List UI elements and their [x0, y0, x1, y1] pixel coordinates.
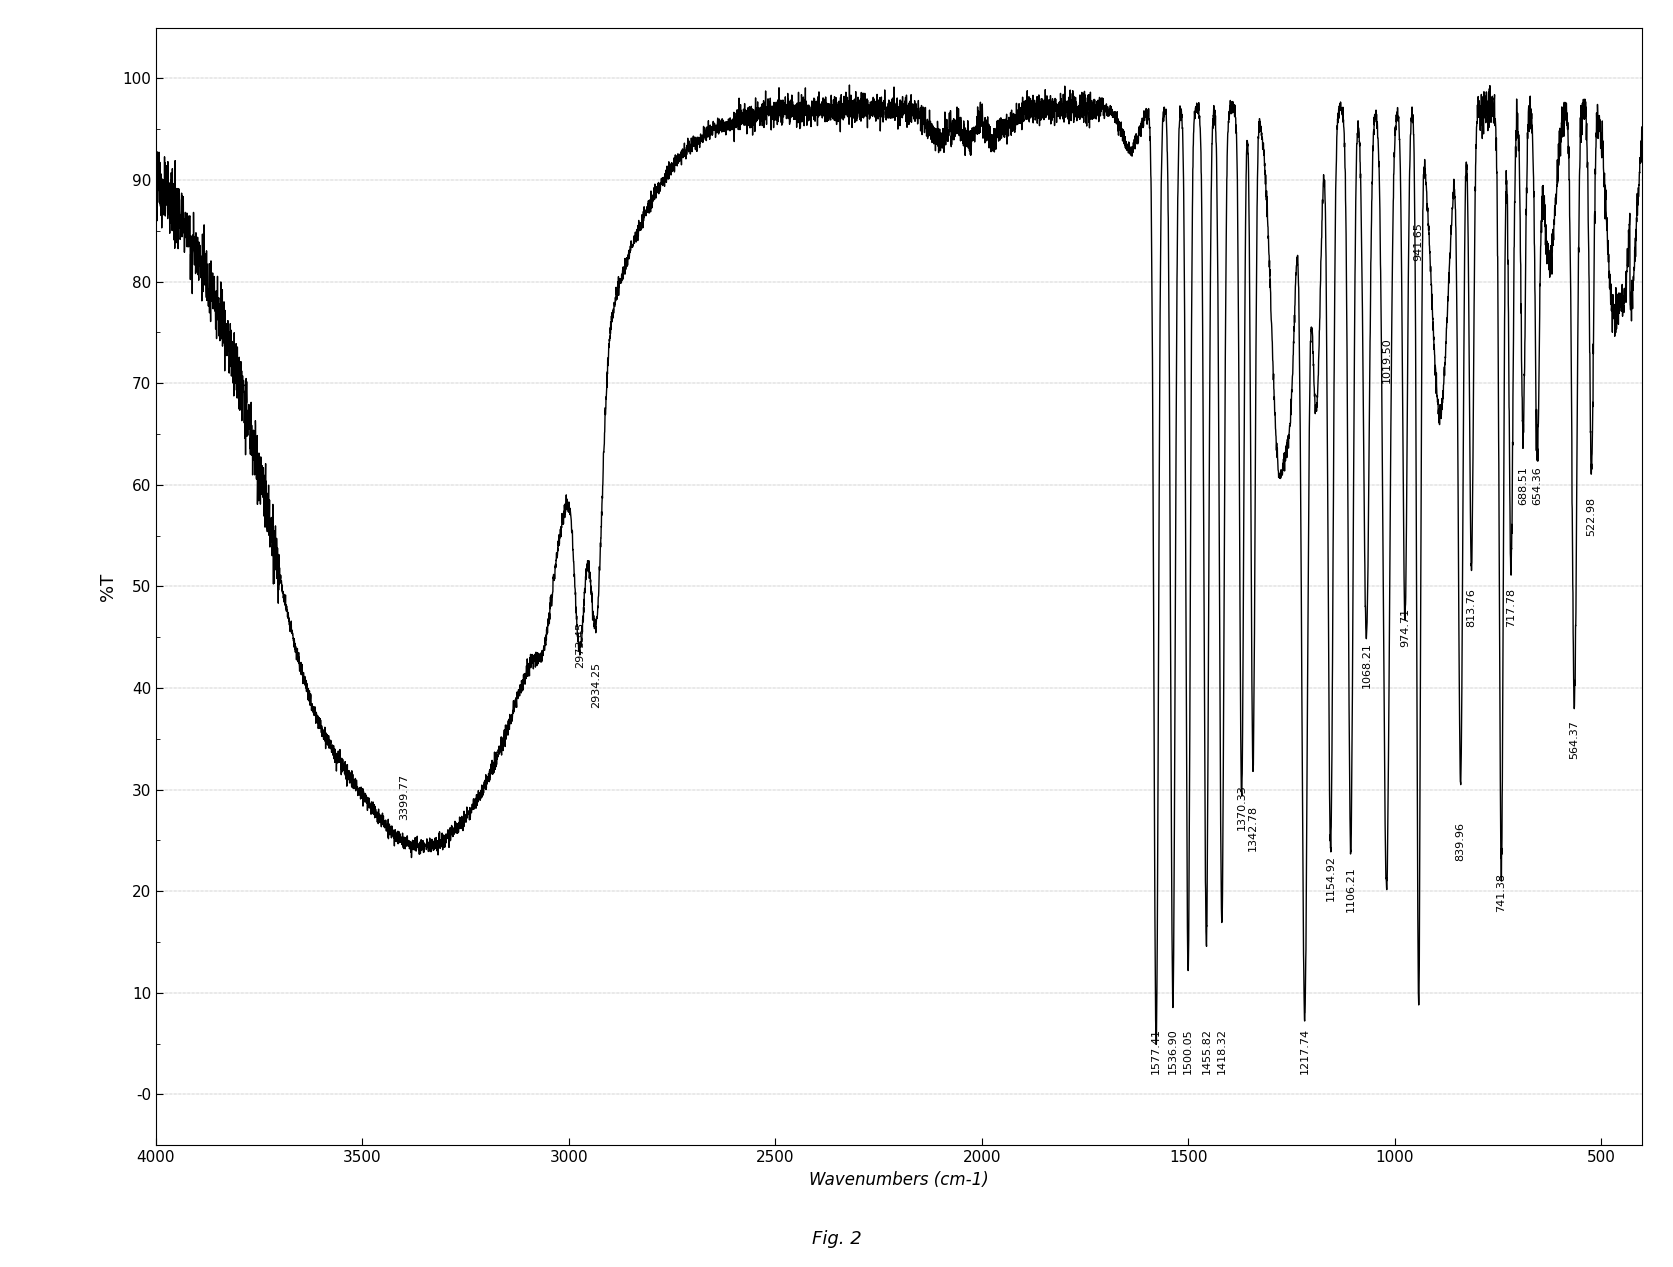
- Text: 2973.45: 2973.45: [574, 622, 584, 668]
- Text: 1342.78: 1342.78: [1248, 805, 1258, 850]
- Text: Fig. 2: Fig. 2: [811, 1230, 862, 1248]
- Text: 1106.21: 1106.21: [1345, 865, 1355, 911]
- Text: 1154.92: 1154.92: [1325, 855, 1335, 901]
- Y-axis label: %T: %T: [99, 573, 117, 601]
- Text: 1068.21: 1068.21: [1360, 642, 1370, 688]
- Text: 974.71: 974.71: [1399, 608, 1409, 647]
- Text: 1217.74: 1217.74: [1298, 1028, 1308, 1074]
- Text: 654.36: 654.36: [1531, 466, 1541, 506]
- Text: 813.76: 813.76: [1466, 588, 1476, 627]
- Text: 941.65: 941.65: [1412, 223, 1422, 261]
- Text: 1370.33: 1370.33: [1236, 784, 1246, 830]
- Text: 839.96: 839.96: [1456, 822, 1466, 860]
- Text: 522.98: 522.98: [1586, 497, 1596, 536]
- Text: 688.51: 688.51: [1517, 466, 1527, 506]
- Text: 2934.25: 2934.25: [591, 663, 601, 708]
- Text: 1536.90: 1536.90: [1168, 1029, 1178, 1074]
- Text: 1500.05: 1500.05: [1183, 1029, 1193, 1074]
- Text: 741.38: 741.38: [1496, 873, 1506, 911]
- Text: 3399.77: 3399.77: [398, 774, 408, 820]
- Text: 717.78: 717.78: [1506, 588, 1516, 627]
- Text: 564.37: 564.37: [1569, 721, 1578, 759]
- Text: 1019.50: 1019.50: [1380, 337, 1390, 383]
- X-axis label: Wavenumbers (cm-1): Wavenumbers (cm-1): [808, 1171, 989, 1188]
- Text: 1418.32: 1418.32: [1216, 1028, 1226, 1074]
- Text: 1577.41: 1577.41: [1151, 1028, 1161, 1074]
- Text: 1455.82: 1455.82: [1201, 1028, 1211, 1074]
